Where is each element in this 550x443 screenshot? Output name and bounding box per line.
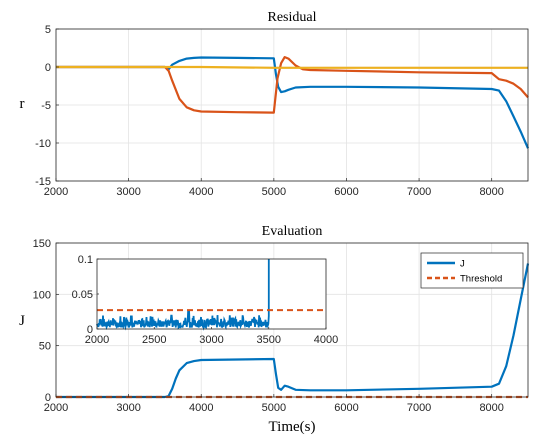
x-tick-label: 6000 — [334, 186, 358, 198]
y-tick-label: 5 — [45, 24, 51, 36]
residual-ylabel: r — [20, 96, 25, 112]
residual-panel: 2000 3000 4000 5000 6000 7000 8000 -15 -10 -5 0 5 R… — [20, 10, 530, 198]
y-tick-label: -5 — [41, 100, 51, 112]
evaluation-ticks: 2000 3000 4000 5000 6000 7000 8000 0 50 100 150 — [33, 238, 504, 414]
x-tick-label: 2000 — [44, 402, 68, 414]
inset-y-tick-label: 0 — [87, 324, 93, 336]
x-tick-label: 7000 — [407, 186, 431, 198]
x-tick-label: 6000 — [334, 402, 358, 414]
y-tick-label: 0 — [45, 392, 51, 404]
x-tick-label: 5000 — [262, 402, 286, 414]
y-tick-label: 100 — [33, 289, 51, 301]
series-line-0 — [56, 56, 530, 149]
inset-plot: 2000 2500 3000 3500 4000 0 0.05 0.1 — [72, 254, 339, 346]
inset-y-tick-label: 0.05 — [72, 289, 93, 301]
evaluation-axes-box — [55, 242, 529, 398]
x-tick-label: 7000 — [407, 402, 431, 414]
inset-x-tick-label: 3500 — [257, 334, 281, 346]
legend-box — [420, 252, 524, 289]
legend-threshold-label: Threshold — [460, 274, 502, 285]
y-tick-label: 0 — [45, 62, 51, 74]
residual-title: Residual — [268, 10, 317, 25]
x-tick-label: 5000 — [262, 186, 286, 198]
inset-y-tick-label: 0.1 — [78, 254, 93, 266]
x-tick-label: 8000 — [479, 402, 503, 414]
inset-x-tick-label: 3000 — [199, 334, 223, 346]
inset-x-tick-label: 4000 — [314, 334, 338, 346]
y-tick-label: 50 — [39, 341, 51, 353]
series-line-1 — [56, 55, 529, 114]
x-tick-label: 4000 — [189, 402, 213, 414]
series-line-0 — [56, 263, 530, 399]
y-tick-label: 150 — [33, 238, 51, 250]
legend-j-label: J — [460, 259, 465, 270]
evaluation-title: Evaluation — [262, 224, 323, 239]
x-tick-label: 2000 — [44, 186, 68, 198]
x-tick-label: 3000 — [116, 402, 140, 414]
x-tick-label: 4000 — [189, 186, 213, 198]
inset-ticks: 2000 2500 3000 3500 4000 0 0.05 0.1 — [72, 254, 339, 346]
evaluation-ylabel: J — [19, 313, 25, 329]
residual-series — [56, 55, 530, 149]
inset-j-line — [96, 259, 270, 331]
inset-x-tick-label: 2500 — [142, 334, 166, 346]
evaluation-panel: 2000 3000 4000 5000 6000 7000 8000 0 50 100 150 Ev… — [19, 224, 530, 435]
x-tick-label: 8000 — [479, 186, 503, 198]
y-tick-label: -10 — [35, 138, 51, 150]
series-line-2 — [56, 65, 528, 69]
inset-series — [96, 259, 326, 331]
evaluation-xlabel: Time(s) — [269, 419, 316, 435]
legend: J Threshold — [420, 252, 524, 289]
x-tick-label: 3000 — [116, 186, 140, 198]
residual-ticks: 2000 3000 4000 5000 6000 7000 8000 -15 -10 -5 0 5 — [35, 24, 504, 198]
y-tick-label: -15 — [35, 176, 51, 188]
inset-x-tick-label: 2000 — [85, 334, 109, 346]
